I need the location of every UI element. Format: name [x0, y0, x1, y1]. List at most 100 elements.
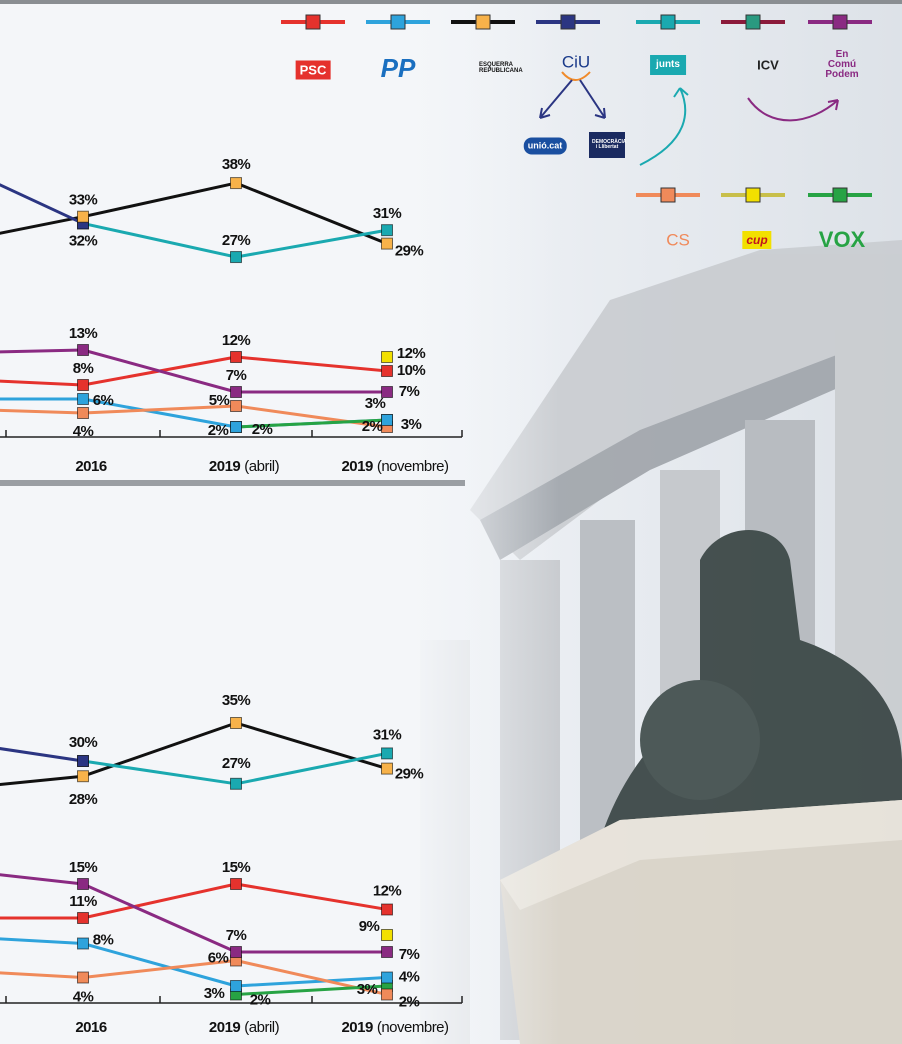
legend-swatch: [391, 15, 405, 29]
marker: [382, 748, 393, 759]
marker: [382, 972, 393, 983]
legend-label: CiU: [562, 54, 590, 71]
legend-swatch: [833, 188, 847, 202]
legend-swatch: [746, 15, 760, 29]
x-tick-label: 2016: [75, 1019, 107, 1036]
value-label: 2%: [252, 421, 273, 438]
value-label: 4%: [73, 423, 94, 440]
marker: [78, 380, 89, 391]
value-label: 29%: [395, 243, 423, 260]
value-label: 8%: [93, 931, 114, 948]
legend-label: ESQUERRA REPUBLICANA: [479, 62, 531, 74]
value-label: 31%: [373, 205, 401, 222]
value-label: 5%: [209, 392, 230, 409]
value-label: 15%: [69, 859, 97, 876]
marker: [382, 763, 393, 774]
x-tick-note: (novembre): [377, 458, 449, 475]
value-label: 12%: [222, 332, 250, 349]
marker: [382, 238, 393, 249]
value-label: 7%: [226, 367, 247, 384]
marker: [78, 408, 89, 419]
background-fade: [0, 0, 902, 1044]
value-label: 33%: [69, 192, 97, 209]
marker: [231, 401, 242, 412]
legend-label: PSC: [296, 61, 331, 80]
legend-label: CS: [666, 232, 690, 249]
marker: [78, 756, 89, 767]
value-label: 8%: [73, 360, 94, 377]
marker: [78, 972, 89, 983]
value-label: 13%: [69, 325, 97, 342]
value-label: 10%: [397, 362, 425, 379]
marker: [78, 211, 89, 222]
legend-label: VOX: [819, 229, 865, 251]
x-tick-label: 2019(novembre): [341, 458, 449, 475]
value-label: 7%: [226, 927, 247, 944]
legend-swatch: [661, 15, 675, 29]
value-label: 27%: [222, 232, 250, 249]
value-label: 11%: [69, 893, 97, 910]
marker: [382, 352, 393, 363]
legend-swatch: [833, 15, 847, 29]
legend-extra: unió.cat: [524, 138, 567, 155]
value-label: 2%: [362, 418, 383, 435]
marker: [382, 989, 393, 1000]
marker: [382, 930, 393, 941]
value-label: 31%: [373, 726, 401, 743]
legend-extra: DEMOCRÀCIA i Llibertat: [589, 132, 625, 158]
x-tick-note: (novembre): [377, 1019, 449, 1036]
value-label: 6%: [208, 949, 229, 966]
value-label: 7%: [399, 946, 420, 963]
legend-swatch: [746, 188, 760, 202]
marker: [382, 947, 393, 958]
marker: [231, 879, 242, 890]
marker: [382, 366, 393, 377]
marker: [78, 913, 89, 924]
page: 20162019(abril)2019(novembre)2%3%12%4%5%…: [0, 0, 902, 1044]
value-label: 2%: [208, 422, 229, 439]
value-label: 2%: [250, 991, 271, 1008]
legend-label: cup: [742, 231, 771, 249]
x-tick-year: 2019: [341, 1019, 373, 1036]
value-label: 3%: [204, 985, 225, 1002]
value-label: 4%: [73, 988, 94, 1005]
legend-label: ICV: [757, 59, 779, 72]
value-label: 12%: [397, 345, 425, 362]
marker: [231, 352, 242, 363]
top-bar: [0, 0, 902, 4]
marker: [382, 225, 393, 236]
marker: [231, 387, 242, 398]
x-tick-year: 2019: [209, 458, 241, 475]
value-label: 27%: [222, 755, 250, 772]
marker: [231, 947, 242, 958]
value-label: 15%: [222, 859, 250, 876]
value-label: 4%: [399, 968, 420, 985]
separator: [0, 480, 465, 486]
legend-swatch: [661, 188, 675, 202]
marker: [231, 981, 242, 992]
value-label: 3%: [401, 416, 422, 433]
marker: [78, 879, 89, 890]
value-label: 12%: [373, 882, 401, 899]
x-tick-year: 2016: [75, 1019, 107, 1036]
value-label: 9%: [359, 918, 380, 935]
value-label: 3%: [365, 395, 386, 412]
x-tick-year: 2019: [341, 458, 373, 475]
x-tick-label: 2019(abril): [209, 458, 280, 475]
x-tick-year: 2019: [209, 1019, 241, 1036]
marker: [78, 938, 89, 949]
marker: [78, 345, 89, 356]
x-tick-label: 2019(novembre): [341, 1019, 449, 1036]
chart: 20162019(abril)2019(novembre)2%3%12%4%5%…: [0, 0, 902, 1044]
marker: [231, 178, 242, 189]
value-label: 38%: [222, 156, 250, 173]
marker: [231, 718, 242, 729]
legend-label: junts: [650, 55, 686, 75]
marker: [382, 415, 393, 426]
x-tick-year: 2016: [75, 458, 107, 475]
marker: [78, 394, 89, 405]
legend-swatch: [476, 15, 490, 29]
marker: [78, 771, 89, 782]
marker: [231, 778, 242, 789]
value-label: 2%: [399, 993, 420, 1010]
